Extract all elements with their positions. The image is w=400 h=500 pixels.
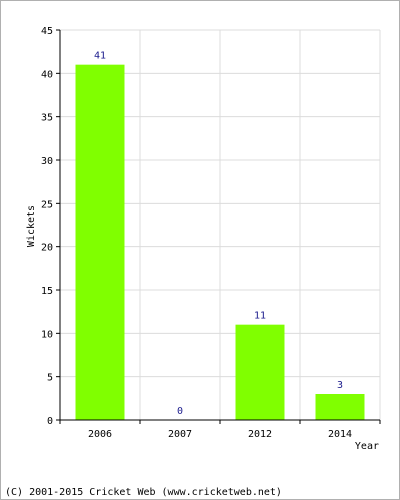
data-labels: 41 0 11 3 [94, 51, 343, 417]
y-tick-label: 35 [41, 113, 53, 124]
x-tick-label: 2007 [168, 429, 192, 440]
x-axis-label: Year [355, 441, 379, 452]
y-tick-label: 20 [41, 243, 53, 254]
y-tick-label: 30 [41, 156, 53, 167]
y-tick-labels: 0 5 10 15 20 25 30 35 40 45 [41, 26, 53, 427]
y-tick-label: 15 [41, 286, 53, 297]
y-tick-label: 25 [41, 199, 53, 210]
bar-2014 [315, 394, 365, 420]
x-tick-label: 2006 [88, 429, 112, 440]
data-label-2012: 11 [254, 311, 266, 322]
bars [75, 64, 365, 421]
bar-2006 [75, 64, 125, 421]
y-axis-label: Wickets [26, 205, 37, 247]
data-label-2006: 41 [94, 51, 106, 62]
axes [56, 29, 381, 424]
y-tick-label: 40 [41, 69, 53, 80]
x-tick-label: 2012 [248, 429, 272, 440]
x-tick-label: 2014 [328, 429, 352, 440]
data-label-2007: 0 [177, 406, 183, 417]
y-tick-label: 5 [47, 373, 53, 384]
y-tick-label: 10 [41, 329, 53, 340]
bar-2012 [235, 324, 285, 420]
y-tick-label: 45 [41, 26, 53, 37]
y-tick-label: 0 [47, 416, 53, 427]
data-label-2014: 3 [337, 380, 343, 391]
copyright-footer: (C) 2001-2015 Cricket Web (www.cricketwe… [5, 487, 282, 498]
x-tick-labels: 2006 2007 2012 2014 [88, 429, 352, 440]
